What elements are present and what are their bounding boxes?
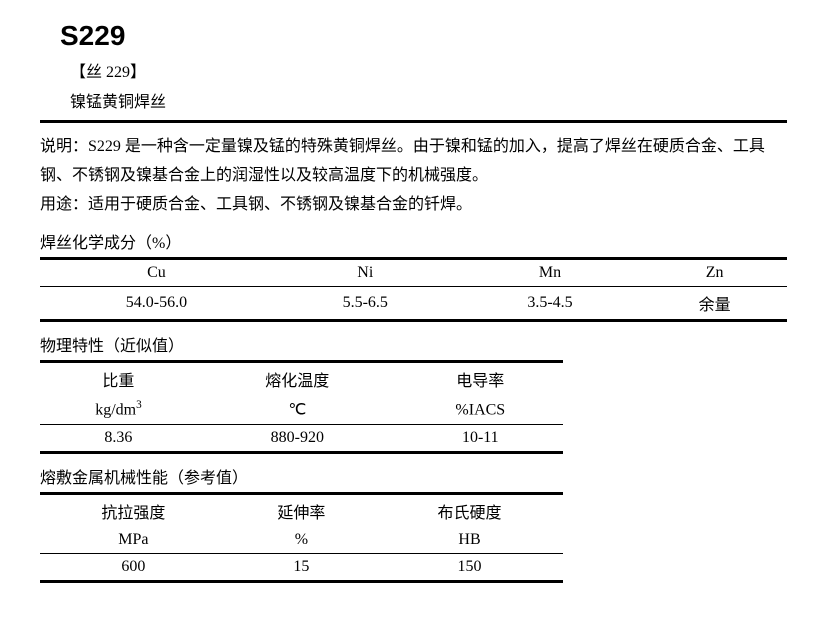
chem-table: Cu Ni Mn Zn 54.0-56.0 5.5-6.5 3.5-4.5 余量	[40, 257, 787, 322]
mech-unit-2: HB	[376, 527, 563, 554]
phys-unit-0: kg/dm3	[40, 395, 197, 424]
usage-text: 适用于硬质合金、工具钢、不锈钢及镍基合金的钎焊。	[88, 196, 472, 213]
chem-val-0: 54.0-56.0	[40, 287, 273, 321]
mech-label-1: 延伸率	[227, 493, 376, 527]
description-paragraph: 说明：S229 是一种含一定量镍及锰的特殊黄铜焊丝。由于镍和锰的加入，提高了焊丝…	[40, 133, 787, 191]
product-code: S229	[60, 20, 787, 52]
phys-label-2: 电导率	[398, 362, 563, 396]
mech-heading: 熔敷金属机械性能（参考值）	[40, 464, 787, 488]
chem-col-1: Ni	[273, 259, 458, 287]
mech-val-2: 150	[376, 553, 563, 581]
chem-heading: 焊丝化学成分（%）	[40, 229, 787, 253]
usage-label: 用途：	[40, 196, 88, 213]
chem-val-2: 3.5-4.5	[458, 287, 643, 321]
chem-val-3: 余量	[642, 287, 787, 321]
mech-unit-1: %	[227, 527, 376, 554]
chem-col-0: Cu	[40, 259, 273, 287]
description-text: S229 是一种含一定量镍及锰的特殊黄铜焊丝。由于镍和锰的加入，提高了焊丝在硬质…	[40, 138, 765, 184]
chem-col-3: Zn	[642, 259, 787, 287]
usage-paragraph: 用途：适用于硬质合金、工具钢、不锈钢及镍基合金的钎焊。	[40, 191, 787, 220]
divider	[40, 120, 787, 123]
description-label: 说明：	[40, 138, 88, 155]
mech-label-0: 抗拉强度	[40, 493, 227, 527]
mech-val-0: 600	[40, 553, 227, 581]
chem-col-2: Mn	[458, 259, 643, 287]
mech-unit-0: MPa	[40, 527, 227, 554]
phys-val-2: 10-11	[398, 424, 563, 452]
phys-heading: 物理特性（近似值）	[40, 332, 787, 356]
phys-table: 比重 熔化温度 电导率 kg/dm3 ℃ %IACS 8.36 880-920 …	[40, 360, 563, 453]
phys-label-0: 比重	[40, 362, 197, 396]
phys-val-1: 880-920	[197, 424, 398, 452]
mech-val-1: 15	[227, 553, 376, 581]
chem-val-1: 5.5-6.5	[273, 287, 458, 321]
mech-table: 抗拉强度 延伸率 布氏硬度 MPa % HB 600 15 150	[40, 492, 563, 583]
phys-unit-2: %IACS	[398, 395, 563, 424]
phys-unit-1: ℃	[197, 395, 398, 424]
phys-label-1: 熔化温度	[197, 362, 398, 396]
mech-label-2: 布氏硬度	[376, 493, 563, 527]
phys-val-0: 8.36	[40, 424, 197, 452]
product-bracket: 【丝 229】	[70, 58, 787, 82]
product-subtitle: 镍锰黄铜焊丝	[70, 88, 787, 112]
